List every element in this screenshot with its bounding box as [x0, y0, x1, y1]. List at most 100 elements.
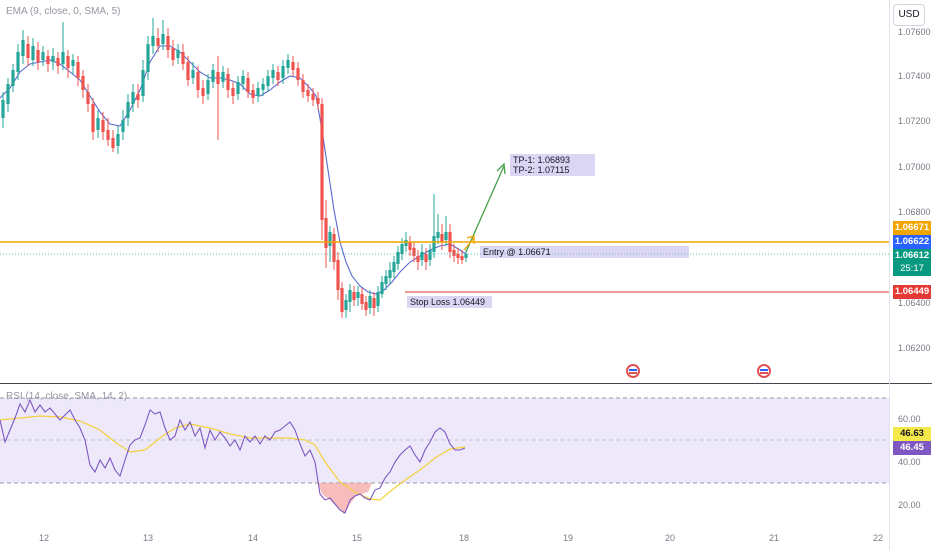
stop-loss-price-tag: 1.06449 — [893, 285, 931, 299]
rsi-line — [0, 398, 466, 514]
candle-body — [464, 254, 468, 258]
candle-body — [348, 290, 352, 302]
candle-body — [176, 50, 180, 58]
candle-body — [368, 296, 372, 308]
us-flag-event-icon[interactable] — [626, 364, 640, 378]
candle-body — [106, 130, 110, 140]
candle-body — [388, 270, 392, 278]
time-axis-label: 15 — [352, 533, 363, 543]
candle-body — [306, 90, 310, 96]
ema-indicator-label[interactable]: EMA (9, close, 0, SMA, 5) — [6, 6, 121, 17]
candle-body — [251, 90, 255, 98]
candle-body — [460, 256, 464, 260]
entry-annotation[interactable]: Entry @ 1.06671 — [480, 246, 689, 258]
candle-body — [136, 94, 140, 100]
candle-body — [432, 236, 436, 252]
candle-body — [166, 36, 170, 50]
candle-body — [1, 100, 5, 118]
candle-body — [408, 242, 412, 250]
candle-body — [440, 234, 444, 242]
rsi-indicator-label[interactable]: RSI (14, close, SMA, 14, 2) — [6, 391, 128, 402]
candle-body — [340, 288, 344, 312]
candle-body — [21, 40, 25, 56]
candle-body — [332, 234, 336, 262]
time-axis-label: 12 — [39, 533, 50, 543]
candle-countdown: 25:17 — [893, 262, 931, 276]
candle-body — [311, 94, 315, 100]
candle-body — [31, 46, 35, 60]
candle-body — [428, 250, 432, 260]
entry-text: Entry @ 1.06671 — [483, 247, 551, 257]
candle-body — [86, 92, 90, 104]
price-axis-label: 1.07200 — [898, 116, 931, 126]
tp-arrow-line[interactable] — [465, 165, 505, 253]
candle-body — [328, 232, 332, 246]
ema-line — [0, 45, 467, 295]
rsi-ma-tag: 46.63 — [893, 427, 931, 441]
candle-body — [126, 102, 130, 118]
time-axis-label: 13 — [143, 533, 154, 543]
candle-body — [46, 56, 50, 64]
candle-body — [444, 232, 448, 240]
candle-body — [231, 88, 235, 96]
entry-arrow-line — [463, 237, 475, 251]
candle-body — [246, 78, 250, 92]
candle-body — [276, 72, 280, 80]
rsi-axis-label: 20.00 — [898, 500, 921, 510]
candle-body — [336, 260, 340, 290]
candlesticks — [1, 18, 468, 318]
candle-body — [201, 88, 205, 96]
candle-body — [404, 240, 408, 246]
candle-body — [296, 68, 300, 80]
time-axis-label: 18 — [459, 533, 470, 543]
candle-body — [26, 44, 30, 58]
entry-price-tag: 1.06671 — [893, 221, 931, 235]
candle-body — [456, 254, 460, 258]
rsi-band — [0, 398, 889, 483]
rsi-axis-label: 40.00 — [898, 457, 921, 467]
candle-body — [281, 66, 285, 78]
candle-body — [36, 50, 40, 62]
candle-body — [6, 84, 10, 104]
candle-body — [271, 70, 275, 78]
candle-body — [16, 52, 20, 72]
stop-loss-annotation[interactable]: Stop Loss 1.06449 — [407, 296, 492, 308]
candle-body — [146, 44, 150, 72]
candle-body — [121, 120, 125, 132]
price-axis-label: 1.07400 — [898, 71, 931, 81]
candle-body — [81, 76, 85, 90]
time-axis-label: 14 — [248, 533, 259, 543]
candle-body — [384, 276, 388, 284]
candle-body — [206, 80, 210, 94]
currency-button[interactable]: USD — [893, 4, 925, 26]
rsi-axis-label: 60.00 — [898, 414, 921, 424]
take-profit-annotation[interactable]: TP-1: 1.06893 TP-2: 1.07115 — [510, 154, 595, 176]
candle-body — [286, 60, 290, 68]
candle-body — [344, 300, 348, 310]
candle-body — [372, 298, 376, 308]
candle-body — [76, 62, 80, 78]
tp-arrow-head — [496, 162, 506, 175]
candle-body — [400, 244, 404, 254]
candle-body — [416, 256, 420, 262]
candle-body — [11, 70, 15, 86]
candle-body — [71, 60, 75, 66]
candle-body — [181, 52, 185, 64]
last-price-tag: 1.06612 — [893, 249, 931, 263]
candle-body — [191, 70, 195, 78]
candle-body — [356, 292, 360, 298]
candle-body — [396, 252, 400, 264]
candle-body — [111, 138, 115, 148]
candle-body — [291, 62, 295, 70]
current-price-tag: 1.06622 — [893, 235, 931, 249]
candle-body — [151, 36, 155, 46]
candle-body — [376, 292, 380, 306]
candle-body — [226, 74, 230, 90]
us-flag-event-icon[interactable] — [757, 364, 771, 378]
candle-body — [256, 88, 260, 96]
candle-body — [186, 62, 190, 80]
candle-body — [51, 56, 55, 62]
tp1-text: TP-1: 1.06893 — [513, 155, 571, 165]
entry-arrow-head — [466, 235, 475, 244]
